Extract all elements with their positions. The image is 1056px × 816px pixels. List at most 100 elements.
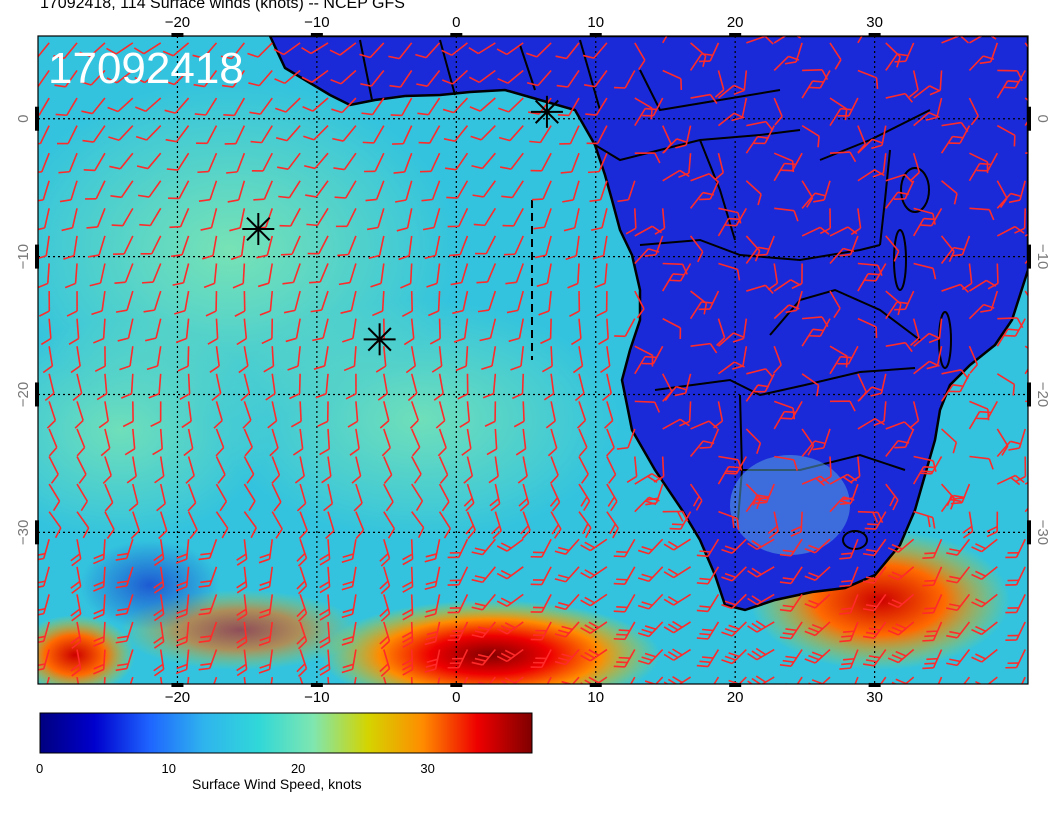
wind-barb <box>626 456 638 484</box>
wind-barb <box>1024 42 1028 60</box>
wind-barb <box>885 341 913 353</box>
wind-barb <box>634 152 661 164</box>
wind-barb <box>463 456 474 484</box>
wind-barb <box>785 290 803 314</box>
wind-barb <box>801 124 820 148</box>
wind-barb <box>122 401 134 428</box>
wind-barb <box>781 152 803 172</box>
wind-barb <box>153 621 165 649</box>
wind-barb <box>313 346 329 370</box>
wind-barb <box>839 538 859 560</box>
wind-barb <box>755 483 775 505</box>
wind-barb <box>785 676 803 684</box>
lon-tick-label-top: 10 <box>587 14 604 31</box>
wind-barb <box>488 456 499 484</box>
wind-barb <box>996 373 1016 396</box>
wind-barb <box>111 207 134 227</box>
wind-barb <box>1025 150 1028 154</box>
wind-barb <box>745 135 769 154</box>
wind-barb <box>910 152 921 181</box>
wind-barb <box>747 566 775 578</box>
wind-barb <box>717 361 745 375</box>
wind-barb <box>912 465 935 485</box>
wind-barb <box>74 401 84 429</box>
wind-barb <box>126 676 134 684</box>
wind-barb <box>341 621 357 646</box>
wind-barb <box>922 594 943 615</box>
wind-barb <box>243 511 257 539</box>
lat-tick-label-right: −10 <box>1034 244 1051 269</box>
wind-barb <box>975 676 998 684</box>
wind-barb <box>294 456 305 484</box>
wind-barb <box>226 152 246 174</box>
wind-barb <box>447 566 469 586</box>
wind-barb <box>342 318 357 343</box>
wind-barb <box>401 291 414 318</box>
wind-barb <box>969 36 997 44</box>
wind-barb <box>80 69 106 86</box>
wind-barb <box>362 125 385 144</box>
wind-barb <box>38 235 50 260</box>
wind-barb <box>696 621 720 640</box>
wind-barb <box>969 279 997 292</box>
wind-barb <box>265 373 276 401</box>
wind-barb <box>661 36 674 44</box>
wind-barb <box>496 621 524 635</box>
wind-barb <box>56 125 78 145</box>
wind-barb <box>117 318 134 342</box>
wind-barb <box>530 538 552 558</box>
wind-barb <box>275 97 301 113</box>
wind-barb <box>290 401 302 428</box>
wind-barb <box>275 125 301 142</box>
tick-mark-bottom <box>868 683 881 687</box>
wind-barb <box>873 401 887 427</box>
wind-barb <box>996 80 1019 99</box>
wind-barb <box>829 355 852 375</box>
wind-barb <box>259 290 274 316</box>
wind-barb <box>913 111 940 127</box>
wind-barb <box>134 69 162 84</box>
wind-barb <box>941 428 958 454</box>
wind-barb <box>482 373 497 399</box>
wind-barb <box>303 125 329 141</box>
wind-barb <box>64 263 78 289</box>
wind-barb <box>331 97 357 114</box>
wind-barb <box>790 511 803 537</box>
wind-barb <box>634 355 657 375</box>
wind-barb <box>165 125 190 143</box>
wind-barb <box>541 676 552 684</box>
wind-barb <box>159 676 165 684</box>
wind-barb <box>745 494 770 513</box>
tick-mark-bottom <box>589 683 602 687</box>
wind-barb <box>920 456 943 475</box>
wind-barb <box>850 208 862 236</box>
wind-barb <box>589 180 608 203</box>
wind-barb <box>567 263 580 289</box>
wind-barb <box>531 180 552 201</box>
wind-barb <box>857 386 883 402</box>
wind-barb <box>829 496 855 513</box>
wind-barb <box>38 70 50 88</box>
wind-barb <box>885 421 914 431</box>
wind-barb <box>941 283 970 293</box>
wind-barb <box>922 649 943 670</box>
wind-barb <box>398 235 413 261</box>
wind-barb <box>745 428 762 455</box>
wind-barb <box>755 235 775 257</box>
wind-barb <box>130 511 140 540</box>
wind-barb <box>296 483 307 512</box>
wind-barb <box>862 649 887 667</box>
wind-barb <box>721 566 747 582</box>
wind-barb <box>606 511 619 539</box>
wind-barb <box>477 290 497 313</box>
wind-barb <box>731 97 748 122</box>
wind-barb <box>554 593 580 611</box>
tick-mark-top <box>310 33 323 37</box>
wind-barb <box>340 290 357 314</box>
wind-barb <box>243 483 256 512</box>
wind-barb <box>379 649 391 677</box>
colorbar-title: Surface Wind Speed, knots <box>192 776 362 792</box>
wind-barb <box>502 207 524 227</box>
wind-barb <box>327 677 331 684</box>
wind-barb <box>126 456 137 484</box>
